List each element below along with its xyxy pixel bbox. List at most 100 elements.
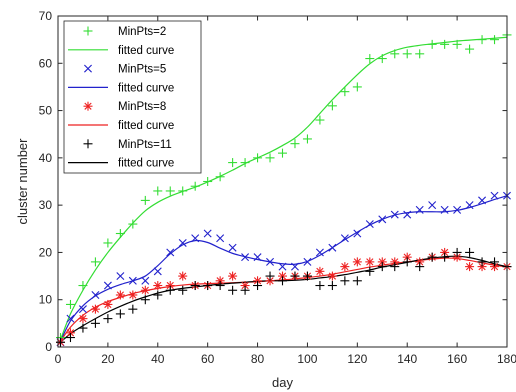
data-point [327,271,337,281]
legend-label: MinPts=5 [118,64,166,76]
data-point [78,305,87,314]
fitted-curve-series-3 [59,257,508,342]
data-point [278,276,287,286]
data-point [241,253,250,262]
data-point [377,262,387,272]
y-tick-label: 40 [39,151,53,165]
legend-label: MinPts=11 [118,139,172,151]
data-point [140,285,150,295]
data-point [215,281,225,291]
data-point [490,35,500,45]
legend-entry: fitted curve [68,120,174,132]
data-point [190,281,200,291]
data-point [365,257,375,267]
legend-label: fitted curve [118,120,174,132]
data-point [65,333,75,343]
data-point [290,271,300,281]
data-point [465,247,475,257]
y-axis-ticks: 0 10 20 30 40 50 60 70 [39,9,507,354]
data-point [490,257,500,267]
data-point [465,262,475,272]
data-point [115,290,125,300]
data-point [290,262,299,271]
data-point [190,181,200,191]
legend-label: fitted curve [118,45,174,57]
data-point [90,304,100,314]
data-point [477,262,487,272]
data-point [353,229,362,238]
legend-entry: MinPts=2 [83,26,166,38]
data-point [228,285,238,295]
data-point [216,234,225,243]
data-point [103,299,113,309]
legend-entry: MinPts=8 [83,101,166,113]
legend: MinPts=2 fitted curve MinPts=5 fitted curve… [63,20,202,174]
data-point [390,210,399,219]
data-point [402,257,412,267]
data-point [415,205,424,214]
data-point [115,229,125,239]
data-point [103,314,113,324]
y-tick-label: 10 [39,293,53,307]
data-point [315,115,325,125]
data-point [228,158,238,168]
data-point [465,201,474,210]
x-tick-label: 140 [397,352,417,366]
data-point [66,314,75,323]
data-point [428,201,437,210]
data-point [140,295,150,305]
data-point [415,262,425,272]
y-tick-label: 70 [39,9,53,23]
data-point [478,196,487,205]
data-point [165,186,175,196]
x-axis-ticks: 0 20 40 60 80 100 120 140 160 180 [55,16,516,366]
data-point [91,290,100,299]
data-point [340,276,350,286]
data-point [465,44,475,54]
x-tick-label: 40 [151,352,165,366]
data-point [340,87,350,97]
data-point [327,101,337,111]
data-point [440,252,450,262]
y-tick-label: 50 [39,104,53,118]
data-point [452,247,462,257]
marker-series-2 [56,191,511,347]
x-tick-label: 180 [497,352,516,366]
data-point [253,253,262,262]
data-point [90,257,100,267]
y-tick-label: 20 [39,245,53,259]
legend-entry: fitted curve [68,45,174,57]
data-point [191,234,200,243]
data-point [453,205,462,214]
data-point [377,54,387,64]
data-point [365,54,375,64]
data-point [340,262,350,272]
data-point [166,248,175,257]
data-point [178,186,188,196]
data-point [315,266,325,276]
data-point [328,243,337,252]
legend-label: MinPts=2 [118,26,166,38]
data-point [128,276,137,285]
marker-series-1 [55,30,512,343]
data-point [266,257,275,266]
data-point [490,191,499,200]
data-point [265,271,275,281]
data-point [203,229,212,238]
x-tick-label: 60 [201,352,215,366]
data-point [153,267,162,276]
x-tick-label: 80 [251,352,265,366]
fitted-curve-series-4 [60,255,508,343]
data-point [203,281,213,291]
legend-marker-swatch [84,64,92,73]
data-point [265,276,275,286]
data-point [427,39,437,49]
data-point [178,271,188,281]
data-point [315,248,324,257]
legend-marker-swatch [83,101,93,111]
data-point [477,257,487,267]
data-point [253,153,263,163]
x-tick-label: 160 [447,352,467,366]
data-point [403,210,412,219]
